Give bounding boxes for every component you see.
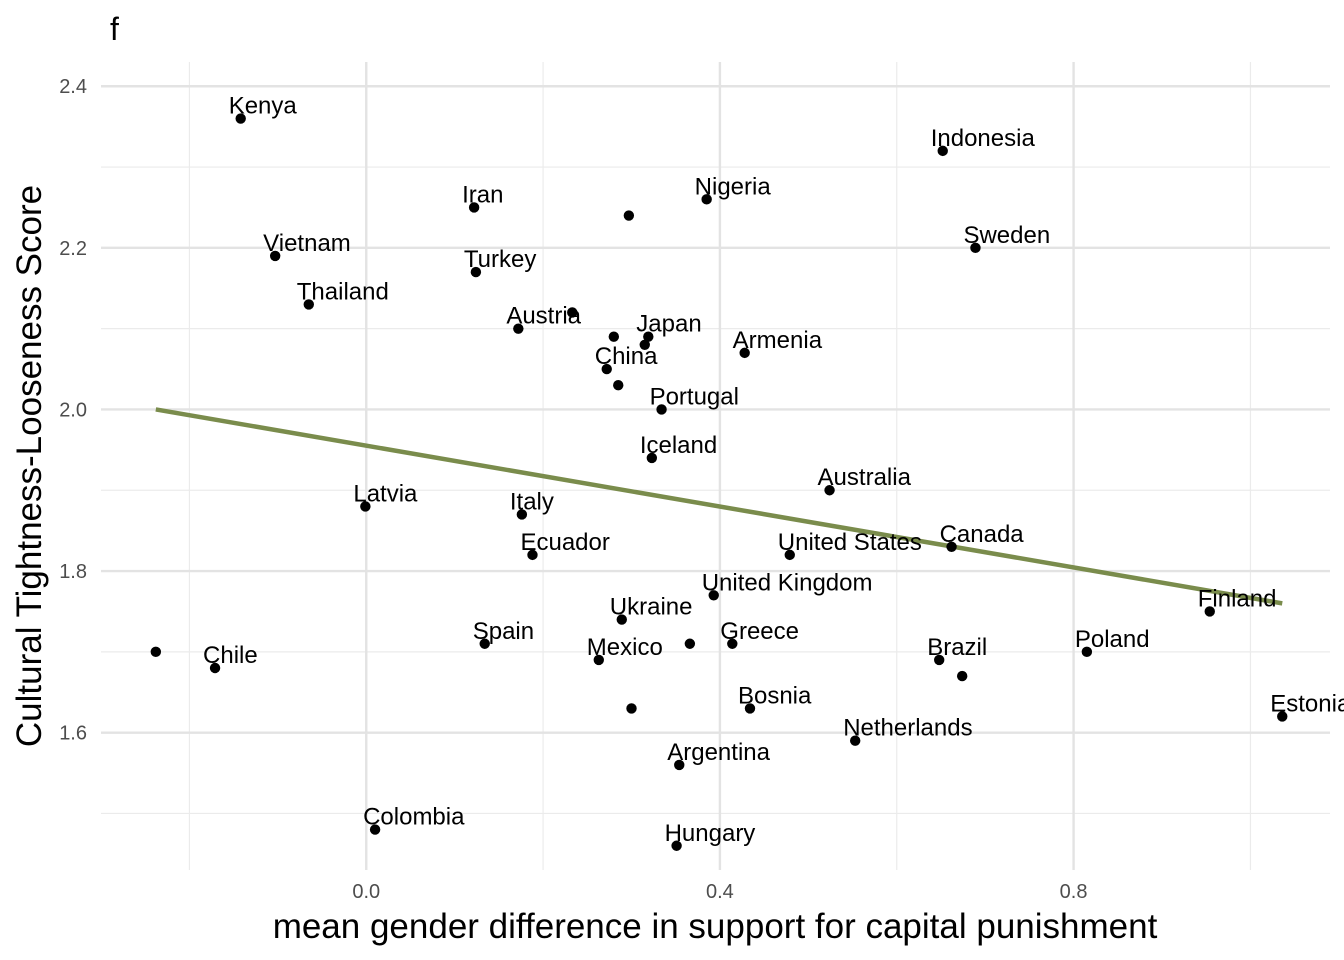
data-point — [933, 654, 945, 666]
data-point — [601, 363, 612, 375]
data-point — [708, 590, 719, 601]
data-point — [674, 759, 685, 771]
data-point — [937, 145, 948, 157]
regression-line — [155, 407, 1283, 606]
point-label: Finland — [1198, 585, 1277, 612]
data-point — [468, 202, 480, 213]
point-label: China — [595, 343, 658, 370]
point-label: Ukraine — [610, 594, 693, 621]
point-label: Austria — [506, 303, 581, 330]
data-point — [643, 331, 654, 342]
data-point — [656, 404, 667, 415]
data-point — [567, 307, 578, 318]
regression-line-group — [155, 407, 1283, 606]
point-label: Indonesia — [931, 125, 1036, 152]
point-label: Bosnia — [738, 682, 812, 709]
data-point — [360, 501, 371, 512]
point-labels-group: Kenya Indonesia Iran Nigeria Vietnam Sweden Tu… — [203, 93, 1344, 847]
point-label: Spain — [473, 618, 534, 645]
point-label: Chile — [203, 642, 258, 669]
panel-tag: f — [110, 11, 119, 47]
tick-labels-group: 1.6 1.8 2.0 2.2 2.4 0.0 0.4 0.8 — [59, 76, 1087, 903]
point-label: United States — [778, 529, 922, 556]
data-point — [744, 703, 756, 714]
data-point — [671, 840, 682, 851]
point-label: Australia — [818, 464, 912, 491]
grid — [101, 62, 1330, 870]
data-point — [684, 638, 696, 649]
data-point — [608, 331, 620, 342]
data-point — [470, 266, 482, 278]
data-point — [613, 380, 624, 391]
point-label: Greece — [720, 618, 799, 645]
data-point — [824, 485, 835, 496]
data-point — [946, 541, 957, 552]
data-point — [626, 703, 637, 714]
x-axis-title: mean gender difference in support for ca… — [273, 907, 1158, 946]
data-point — [784, 549, 795, 561]
data-point — [516, 509, 528, 520]
data-point — [739, 347, 750, 359]
point-label: Armenia — [733, 327, 823, 354]
data-point — [727, 638, 738, 649]
point-label: Netherlands — [843, 715, 972, 742]
data-point — [479, 638, 490, 649]
data-point — [369, 824, 381, 835]
data-point — [209, 662, 221, 674]
point-label: United Kingdom — [702, 569, 873, 596]
point-label: Ecuador — [520, 529, 609, 556]
points-group — [150, 113, 1288, 851]
point-label: Nigeria — [695, 173, 772, 200]
point-label: Hungary — [665, 820, 756, 847]
point-label: Brazil — [927, 634, 987, 661]
data-point — [849, 735, 861, 746]
y-tick-label: 2.2 — [59, 238, 87, 260]
y-axis-title: Cultural Tightness-Looseness Score — [10, 185, 49, 747]
data-point — [1204, 606, 1215, 617]
point-label: Argentina — [667, 739, 770, 766]
y-tick-label: 1.8 — [59, 561, 87, 583]
y-tick-label: 2.0 — [59, 399, 87, 421]
data-point — [1081, 646, 1093, 658]
point-label: Mexico — [587, 634, 663, 661]
point-label: Iceland — [640, 432, 717, 459]
data-point — [616, 614, 627, 625]
point-label: Latvia — [353, 480, 418, 507]
data-point — [623, 210, 635, 221]
point-label: Portugal — [650, 383, 739, 410]
data-point — [1277, 711, 1288, 722]
data-point — [269, 250, 281, 262]
point-label: Sweden — [963, 222, 1050, 249]
point-label: Vietnam — [263, 230, 351, 257]
point-label: Estonia — [1270, 690, 1344, 717]
point-label: Canada — [940, 521, 1025, 548]
point-label: Colombia — [363, 804, 465, 831]
y-tick-label: 1.6 — [59, 723, 87, 745]
data-point — [970, 242, 981, 254]
point-label: Italy — [510, 488, 554, 515]
x-tick-label: 0.0 — [352, 881, 380, 903]
point-label: Japan — [636, 311, 701, 338]
y-tick-label: 2.4 — [59, 76, 87, 98]
point-label: Kenya — [229, 93, 298, 120]
data-point — [527, 549, 538, 561]
data-point — [303, 299, 314, 310]
point-label: Thailand — [297, 278, 389, 305]
data-point — [593, 654, 604, 666]
data-point — [513, 323, 524, 334]
data-point — [956, 670, 968, 682]
point-label: Iran — [462, 181, 503, 208]
x-tick-label: 0.4 — [706, 881, 734, 903]
data-point — [701, 194, 712, 205]
data-point — [639, 339, 650, 350]
data-point — [646, 452, 658, 464]
point-label: Turkey — [464, 246, 536, 273]
data-point — [235, 113, 246, 124]
x-tick-label: 0.8 — [1060, 881, 1088, 903]
point-label: Poland — [1075, 626, 1150, 653]
data-point — [150, 646, 162, 658]
